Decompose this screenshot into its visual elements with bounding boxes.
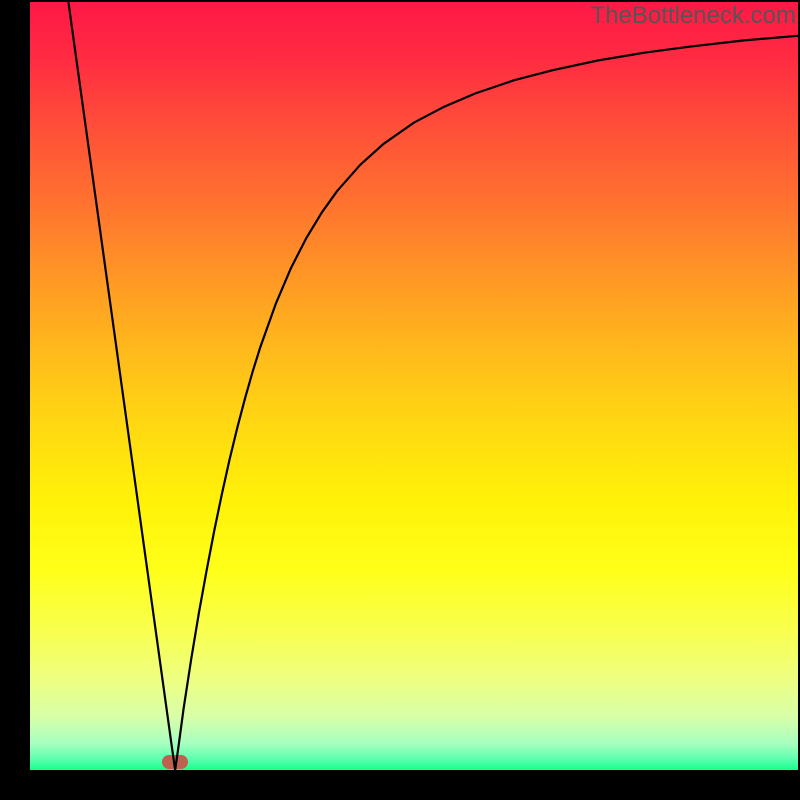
bottleneck-curve (30, 2, 798, 770)
chart-frame: TheBottleneck.com (0, 0, 800, 800)
curve-path (68, 2, 798, 770)
watermark-text: TheBottleneck.com (591, 2, 796, 30)
plot-area (30, 2, 798, 770)
